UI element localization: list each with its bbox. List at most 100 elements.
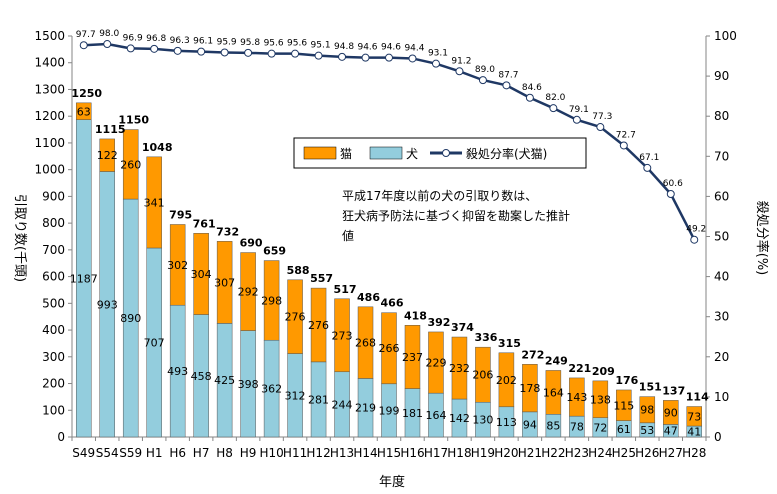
legend-swatch-dog [369,146,403,160]
bar-cat [193,233,209,315]
total-value-label: 176 [615,374,638,387]
rate-value-label: 97.7 [76,30,96,40]
cat-value-label: 206 [472,369,493,382]
dog-value-label: 312 [285,389,306,402]
x-tick-label: H24 [588,446,612,460]
bar-cat [310,287,327,363]
x-tick-label: H7 [193,446,210,460]
x-tick-label: H26 [635,446,659,460]
legend-label-dog: 犬 [406,147,418,161]
total-value-label: 517 [334,283,357,296]
x-tick-label: H13 [330,446,354,460]
y2-tick-label: 100 [714,29,737,43]
rate-value-label: 89.0 [475,65,495,75]
rate-point [643,163,652,172]
y-tick-label: 400 [42,323,65,337]
cat-value-label: 292 [238,286,259,299]
rate-value-label: 95.6 [287,39,307,49]
total-value-label: 315 [498,337,521,350]
y-tick-label: 500 [42,296,65,310]
y-tick-label: 800 [42,216,65,230]
total-value-label: 1115 [95,123,126,136]
total-value-label: 795 [169,208,192,221]
x-tick-label: H19 [471,446,495,460]
rate-value-label: 79.1 [569,105,589,115]
bar-cat [75,102,92,120]
rate-value-label: 77.3 [592,112,612,122]
rate-point [572,115,581,124]
x-tick-label: H28 [682,446,706,460]
bar-cat [592,380,609,419]
x-tick-label: H1 [146,446,163,460]
x-tick-label: H25 [612,446,636,460]
dog-value-label: 219 [355,402,376,415]
total-value-label: 137 [662,384,685,397]
rate-point [478,76,487,85]
dog-value-label: 61 [617,423,631,436]
rate-value-label: 91.2 [451,56,471,66]
rate-point [291,49,300,58]
annotation-line-2: 狂犬病予防法に基づく抑留を勘案した推計 [342,208,570,223]
rate-value-label: 96.9 [123,33,143,43]
total-value-label: 1250 [71,87,102,100]
rate-value-label: 60.6 [663,179,683,189]
y2-tick-label: 10 [714,390,729,404]
bar-cat [522,364,538,413]
cat-value-label: 276 [285,311,306,324]
rate-point [455,67,464,76]
dog-value-label: 398 [238,378,259,391]
bar-cat [334,298,350,373]
y-tick-label: 1000 [34,163,65,177]
x-tick-label: H9 [240,446,257,460]
dog-value-label: 181 [402,407,423,420]
dog-value-label: 199 [379,404,400,417]
rate-point [220,48,229,57]
rate-point [173,46,182,55]
cat-value-label: 273 [332,329,353,342]
rate-point [314,51,323,60]
data-labels: 1187 63 1250 993 122 1115 890 260 1150 707 341 1048… [70,87,709,439]
legend-label-rate: 殺処分率(犬猫) [466,146,547,161]
x-tick-label: H27 [659,446,683,460]
bar-cat [639,396,656,424]
cat-value-label: 73 [687,410,701,423]
x-tick-label: H21 [518,446,542,460]
dog-value-label: 164 [425,409,446,422]
cat-value-label: 164 [543,386,564,399]
cat-value-label: 304 [191,268,212,281]
y2-tick-label: 20 [714,350,729,364]
rate-point [549,104,558,113]
cat-value-label: 237 [402,351,423,364]
cat-value-label: 122 [97,149,118,162]
dog-value-label: 53 [640,424,654,437]
rate-point [267,49,276,58]
x-tick-label: S54 [96,446,119,460]
cat-value-label: 266 [379,342,400,355]
legend: 猫 犬 殺処分率(犬猫) [293,137,587,169]
bar-cat [240,252,256,331]
dog-value-label: 244 [332,398,353,411]
cat-value-label: 298 [261,294,282,307]
y2-axis-title: 殺処分率(%) [754,201,770,276]
total-value-label: 659 [263,245,286,258]
dog-value-label: 94 [523,418,537,431]
y2-tick-label: 50 [714,230,729,244]
y2-tick-label: 60 [714,189,729,203]
y-tick-label: 700 [42,243,65,257]
total-value-label: 209 [592,365,615,378]
bar-cat [263,260,280,341]
total-value-label: 418 [404,309,427,322]
rate-value-label: 49.2 [686,225,706,235]
y2-tick-label: 40 [714,270,729,284]
x-tick-label: H10 [259,446,283,460]
bar-cat [122,129,139,200]
total-value-label: 557 [310,272,333,285]
cat-value-label: 202 [496,374,517,387]
total-value-label: 151 [639,381,662,394]
rate-point [502,81,511,90]
rate-value-label: 94.6 [357,43,377,53]
rate-value-label: 93.1 [428,49,448,59]
rate-point [79,41,88,50]
x-tick-label: S49 [72,446,95,460]
bar-cat [451,336,468,400]
